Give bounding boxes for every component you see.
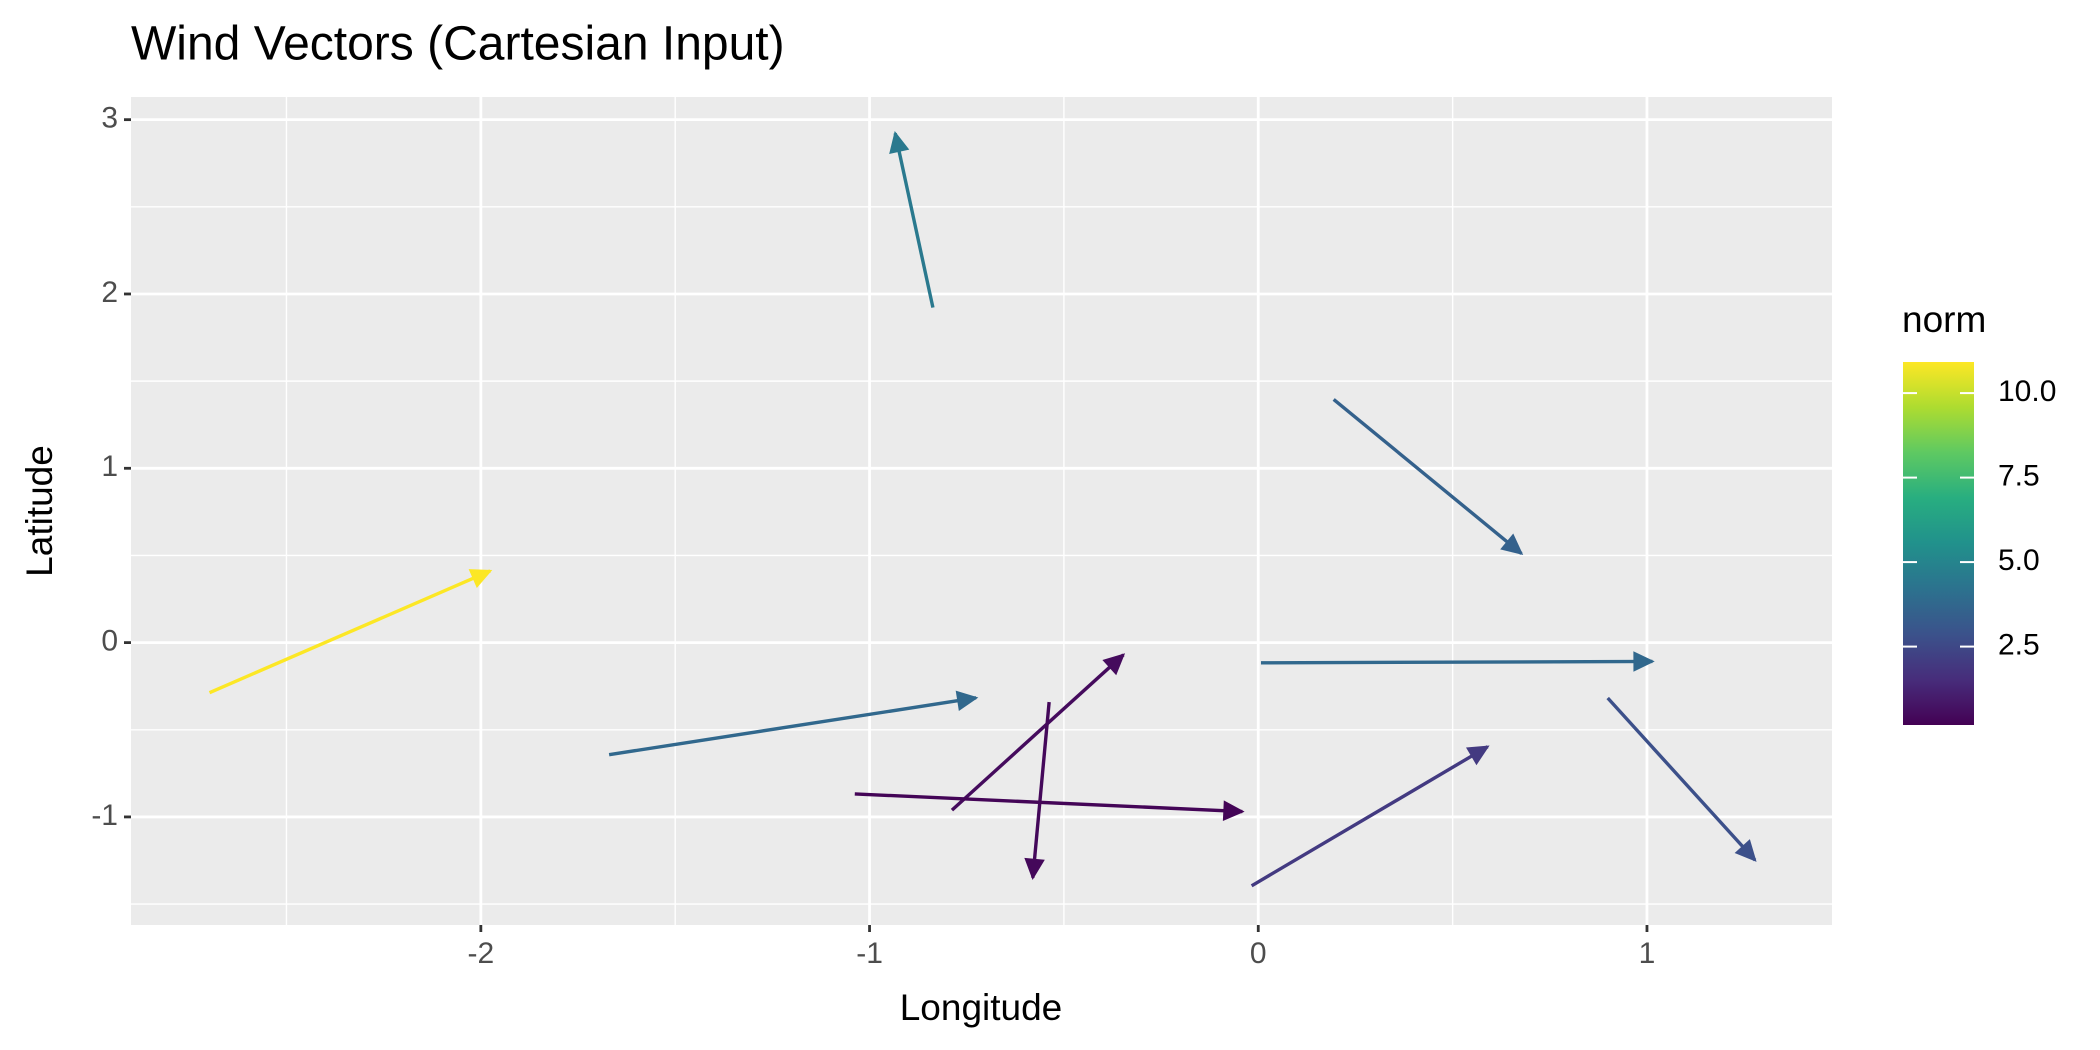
y-tick-label: 0: [101, 625, 118, 658]
arrow-head: [1734, 839, 1757, 862]
x-tick-label: 1: [1639, 937, 1656, 970]
x-tick-label: -1: [856, 937, 883, 970]
arrow-head: [468, 569, 493, 588]
arrow-head: [1633, 651, 1655, 672]
colorbar-label: 5.0: [1998, 544, 2040, 577]
arrow-head: [889, 131, 910, 155]
arrow-head: [1500, 533, 1524, 555]
arrow-head: [1024, 857, 1045, 881]
colorbar: [1903, 362, 1974, 725]
arrow-head: [1222, 800, 1245, 821]
vector: [1250, 745, 1489, 888]
x-tick-label: 0: [1250, 937, 1267, 970]
y-tick-label: -1: [91, 799, 118, 832]
y-tick-label: 2: [101, 276, 118, 309]
vector: [950, 653, 1125, 812]
colorbar-label: 2.5: [1998, 629, 2040, 662]
vector: [854, 792, 1243, 814]
vector: [208, 569, 491, 695]
legend-title: norm: [1902, 299, 1986, 340]
chart-title: Wind Vectors (Cartesian Input): [131, 18, 785, 71]
arrow-head: [955, 690, 979, 711]
x-axis-label: Longitude: [900, 987, 1063, 1028]
vector: [1031, 701, 1051, 878]
y-axis-label: Latitude: [19, 445, 60, 577]
arrow-head: [1465, 745, 1490, 766]
y-tick-label: 1: [101, 450, 118, 483]
y-tick-label: 3: [101, 102, 118, 135]
vector: [893, 132, 935, 308]
vector: [1332, 398, 1523, 555]
vector: [1260, 659, 1653, 665]
vector: [1606, 696, 1757, 862]
x-tick-label: -2: [467, 937, 494, 970]
vector: [608, 696, 977, 757]
panel: [131, 97, 1832, 925]
colorbar-label: 10.0: [1998, 375, 2056, 408]
arrow-head: [1102, 653, 1126, 676]
colorbar-label: 7.5: [1998, 460, 2040, 493]
